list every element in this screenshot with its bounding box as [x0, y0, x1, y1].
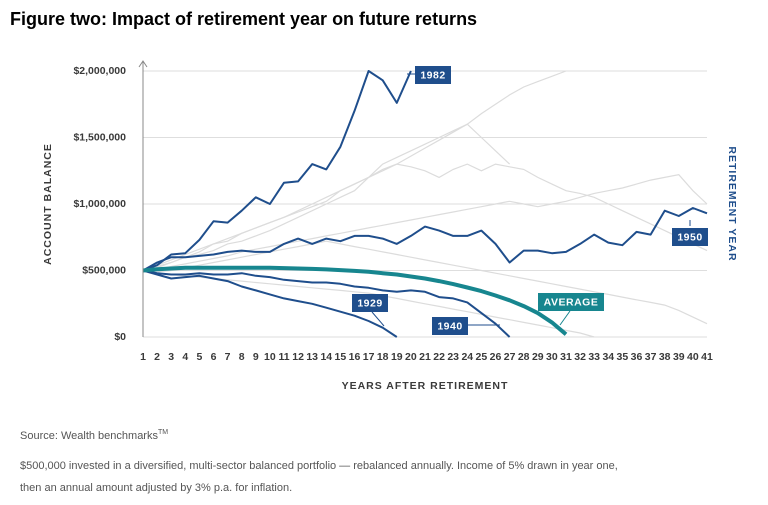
x-tick-label: 26	[490, 351, 502, 363]
x-tick-label: 29	[532, 351, 544, 363]
x-tick-label: 15	[335, 351, 347, 363]
series-line	[142, 70, 412, 272]
series-label: 1950	[677, 231, 702, 243]
y-axis-arrow	[138, 60, 148, 68]
x-tick-label: 36	[631, 351, 643, 363]
y-tick-label: $500,000	[82, 264, 126, 276]
x-tick-label: 5	[196, 351, 202, 363]
background-line	[142, 240, 708, 325]
source: Source: Wealth benchmarksTM	[20, 429, 168, 442]
x-tick-label: 20	[405, 351, 417, 363]
series-line	[142, 269, 398, 338]
x-tick-label: 16	[349, 351, 361, 363]
background-line	[142, 123, 511, 272]
x-tick-label: 4	[182, 351, 188, 363]
x-tick-label: 23	[447, 351, 459, 363]
x-tick-label: 21	[419, 351, 431, 363]
series-label: 1940	[437, 320, 462, 332]
label-box	[352, 294, 388, 312]
x-tick-label: 2	[154, 351, 160, 363]
x-tick-label: 30	[546, 351, 558, 363]
background-line	[142, 163, 708, 272]
x-tick-label: 6	[211, 351, 217, 363]
x-tick-label: 8	[239, 351, 245, 363]
y-tick-label: $2,000,000	[73, 65, 126, 77]
note-line: $500,000 invested in a diversified, mult…	[20, 460, 618, 472]
background-line	[142, 70, 567, 272]
x-tick-label: 17	[363, 351, 375, 363]
y-tick-label: $1,000,000	[73, 198, 126, 210]
x-tick-label: 28	[518, 351, 530, 363]
x-tick-label: 33	[588, 351, 600, 363]
label-connector	[559, 310, 571, 326]
x-tick-label: 14	[320, 351, 332, 363]
x-tick-label: 11	[278, 351, 289, 363]
series-line	[142, 265, 568, 336]
series-line	[142, 207, 708, 272]
note-line: then an annual amount adjusted by 3% p.a…	[20, 482, 292, 494]
highlight-lines: 1982 1950 1929 1940 AVERAGE	[142, 66, 708, 338]
x-tick-label: 22	[433, 351, 445, 363]
label-connector	[371, 311, 385, 327]
x-tick-label: 35	[617, 351, 629, 363]
x-tick-label: 19	[391, 351, 403, 363]
background-lines	[142, 70, 708, 338]
x-tick-label: 3	[168, 351, 174, 363]
series-label: 1929	[357, 297, 382, 309]
x-tick-label: 1	[140, 351, 146, 363]
x-tick-label: 37	[645, 351, 657, 363]
x-tick-label: 18	[377, 351, 389, 363]
x-axis-label: YEARS AFTER RETIREMENT	[342, 380, 509, 392]
x-tick-label: 10	[264, 351, 276, 363]
x-tick-label: 31	[560, 351, 572, 363]
x-tick-label: 32	[574, 351, 586, 363]
source-text: Source: Wealth benchmarks	[20, 430, 158, 442]
label-box	[432, 317, 468, 335]
x-tick-label: 13	[306, 351, 318, 363]
x-tick-label: 7	[225, 351, 231, 363]
label-box	[672, 228, 708, 246]
series-label: 1982	[420, 69, 445, 81]
label-box	[415, 66, 451, 84]
label-box	[538, 293, 604, 311]
y-tick-label: $0	[114, 331, 126, 343]
x-tick-label: 25	[476, 351, 488, 363]
x-tick-label: 38	[659, 351, 671, 363]
y-axis-label: ACCOUNT BALANCE	[42, 143, 54, 265]
x-tick-label: 34	[602, 351, 614, 363]
series-label: AVERAGE	[544, 296, 599, 308]
y2-axis-label: RETIREMENT YEAR	[726, 146, 738, 261]
y-tick-label: $1,500,000	[73, 131, 126, 143]
x-tick-label: 27	[504, 351, 516, 363]
series-line	[142, 269, 511, 338]
source-mark: TM	[158, 429, 168, 436]
x-tick-label: 12	[292, 351, 304, 363]
chart-title: Figure two: Impact of retirement year on…	[10, 9, 477, 29]
x-tick-label: 39	[673, 351, 685, 363]
background-line	[142, 174, 708, 272]
x-tick-label: 9	[253, 351, 259, 363]
x-tick-label: 41	[701, 351, 713, 363]
x-tick-label: 40	[687, 351, 699, 363]
x-tick-label: 24	[461, 351, 473, 363]
